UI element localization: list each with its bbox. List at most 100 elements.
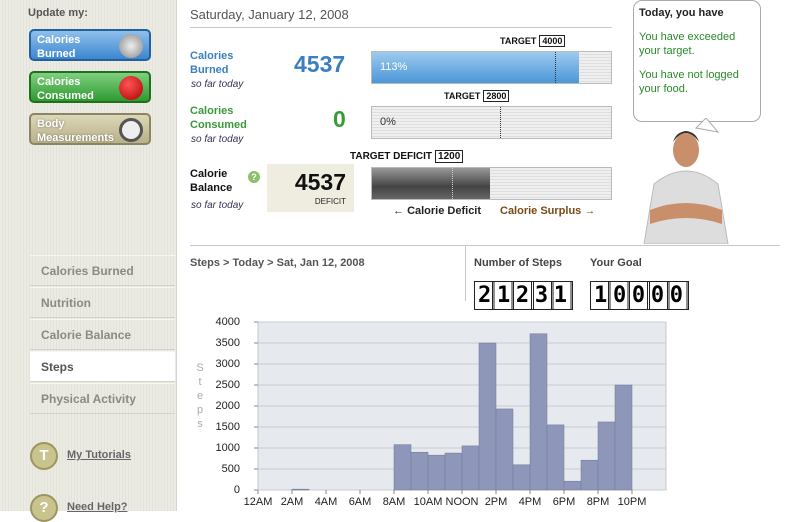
y-tick-label: 500 (222, 463, 240, 475)
row-label: Calorie Balance (190, 168, 233, 194)
nav-item[interactable]: Physical Activity (30, 383, 175, 414)
y-tick-label: 1000 (216, 442, 240, 454)
x-tick-label: 6PM (553, 496, 576, 508)
trainer-figure (643, 118, 729, 244)
nav-item[interactable]: Nutrition (30, 287, 175, 318)
bar (393, 444, 412, 491)
balance-box: 4537 DEFICIT (267, 164, 354, 212)
bubble-tail (694, 118, 720, 133)
target-value: 4000 (539, 35, 566, 47)
bar (597, 421, 616, 491)
step-goal: 10000 (590, 281, 689, 310)
target-label: TARGET DEFICIT 1200 (350, 150, 464, 163)
x-tick-label: 12AM (244, 496, 273, 508)
x-tick-label: 10PM (618, 496, 647, 508)
y-tick-label: 3500 (216, 337, 240, 349)
nav-item[interactable]: Steps (30, 351, 175, 382)
balance-value: 4537 (294, 169, 346, 195)
legend-surplus: Calorie Surplus → (500, 205, 595, 217)
icon (119, 76, 143, 100)
progress-label: 0% (380, 116, 396, 128)
icon (119, 34, 143, 58)
goal-label: Your Goal (590, 257, 642, 269)
legend-text: Calorie Deficit (407, 205, 482, 217)
progress-fill (372, 52, 579, 83)
help-link[interactable]: Need Help? (67, 501, 128, 513)
target-text: TARGET DEFICIT (350, 151, 433, 162)
message-line: You have not logged your food. (639, 69, 739, 95)
y-tick-label: 2500 (216, 379, 240, 391)
bar (410, 451, 429, 491)
legend-text: Calorie Surplus (500, 205, 582, 217)
button-label: Body Measurements (37, 118, 115, 144)
help-icon: ? (30, 494, 58, 522)
y-tick-label: 3000 (216, 358, 240, 370)
target-label: TARGET 2800 (444, 90, 510, 102)
x-tick-label: 8PM (587, 496, 610, 508)
bar (529, 333, 548, 491)
x-tick-label: 2PM (485, 496, 508, 508)
x-tick-label: 2AM (281, 496, 304, 508)
row-value: 4537 (294, 51, 346, 77)
arms (650, 203, 722, 224)
count-label: Number of Steps (474, 257, 563, 269)
row-sub: so far today (191, 200, 244, 211)
message-heading: Today, you have (639, 7, 724, 19)
hair (673, 131, 699, 142)
target-value: 1200 (435, 150, 464, 163)
bar (478, 342, 497, 491)
update-button[interactable]: Body Measurements (29, 113, 151, 145)
step-count: 21231 (474, 281, 573, 310)
y-axis-label: Steps (194, 362, 206, 432)
progress-label: 113% (380, 61, 408, 73)
bar (495, 408, 514, 491)
divider (190, 245, 780, 246)
bar (563, 480, 582, 491)
x-tick-label: 10AM (414, 496, 443, 508)
x-tick-label: 6AM (349, 496, 372, 508)
balance-caption: DEFICIT (314, 197, 346, 206)
tutorials-link[interactable]: My Tutorials (67, 449, 131, 461)
row-label: Calories Consumed (190, 105, 247, 131)
y-tick-label: 4000 (216, 316, 240, 328)
deficit-fill (372, 168, 490, 199)
bar (461, 445, 480, 491)
update-button[interactable]: Calories Burned (29, 29, 151, 61)
row-label: Calories Burned (190, 50, 234, 76)
target-marker (500, 107, 501, 138)
y-tick-label: 0 (234, 484, 240, 496)
nav-item[interactable]: Calories Burned (30, 255, 175, 286)
button-label: Calories Burned (37, 34, 81, 60)
arrow: → (581, 205, 596, 217)
head (673, 133, 699, 167)
update-button[interactable]: Calories Consumed (29, 71, 151, 103)
icon (119, 118, 143, 142)
x-tick-label: 4PM (519, 496, 542, 508)
divider (190, 27, 612, 28)
bar (444, 452, 463, 491)
nav-item[interactable]: Calorie Balance (30, 319, 175, 350)
row-sub: so far today (191, 134, 244, 145)
breadcrumb: Steps > Today > Sat, Jan 12, 2008 (190, 257, 365, 269)
row-sub: so far today (191, 79, 244, 90)
message-line: You have exceeded your target. (639, 31, 736, 57)
bar (291, 488, 310, 491)
bar (427, 454, 446, 491)
target-marker (452, 168, 453, 199)
target-label: TARGET 4000 (500, 35, 566, 47)
date: Saturday, January 12, 2008 (190, 7, 349, 22)
target-value: 2800 (483, 90, 510, 102)
target-text: TARGET (500, 36, 537, 46)
progress-bar: 0% (371, 106, 612, 139)
bar (614, 384, 633, 491)
button-label: Calories Consumed (37, 76, 94, 102)
y-tick-label: 1500 (216, 421, 240, 433)
balance-bar (371, 167, 612, 200)
x-tick-label: NOON (446, 496, 479, 508)
arrow: ← (393, 205, 408, 217)
help-icon[interactable]: ? (248, 171, 260, 183)
x-tick-label: 4AM (315, 496, 338, 508)
bar (512, 464, 531, 491)
progress-bar: 113% (371, 51, 612, 84)
